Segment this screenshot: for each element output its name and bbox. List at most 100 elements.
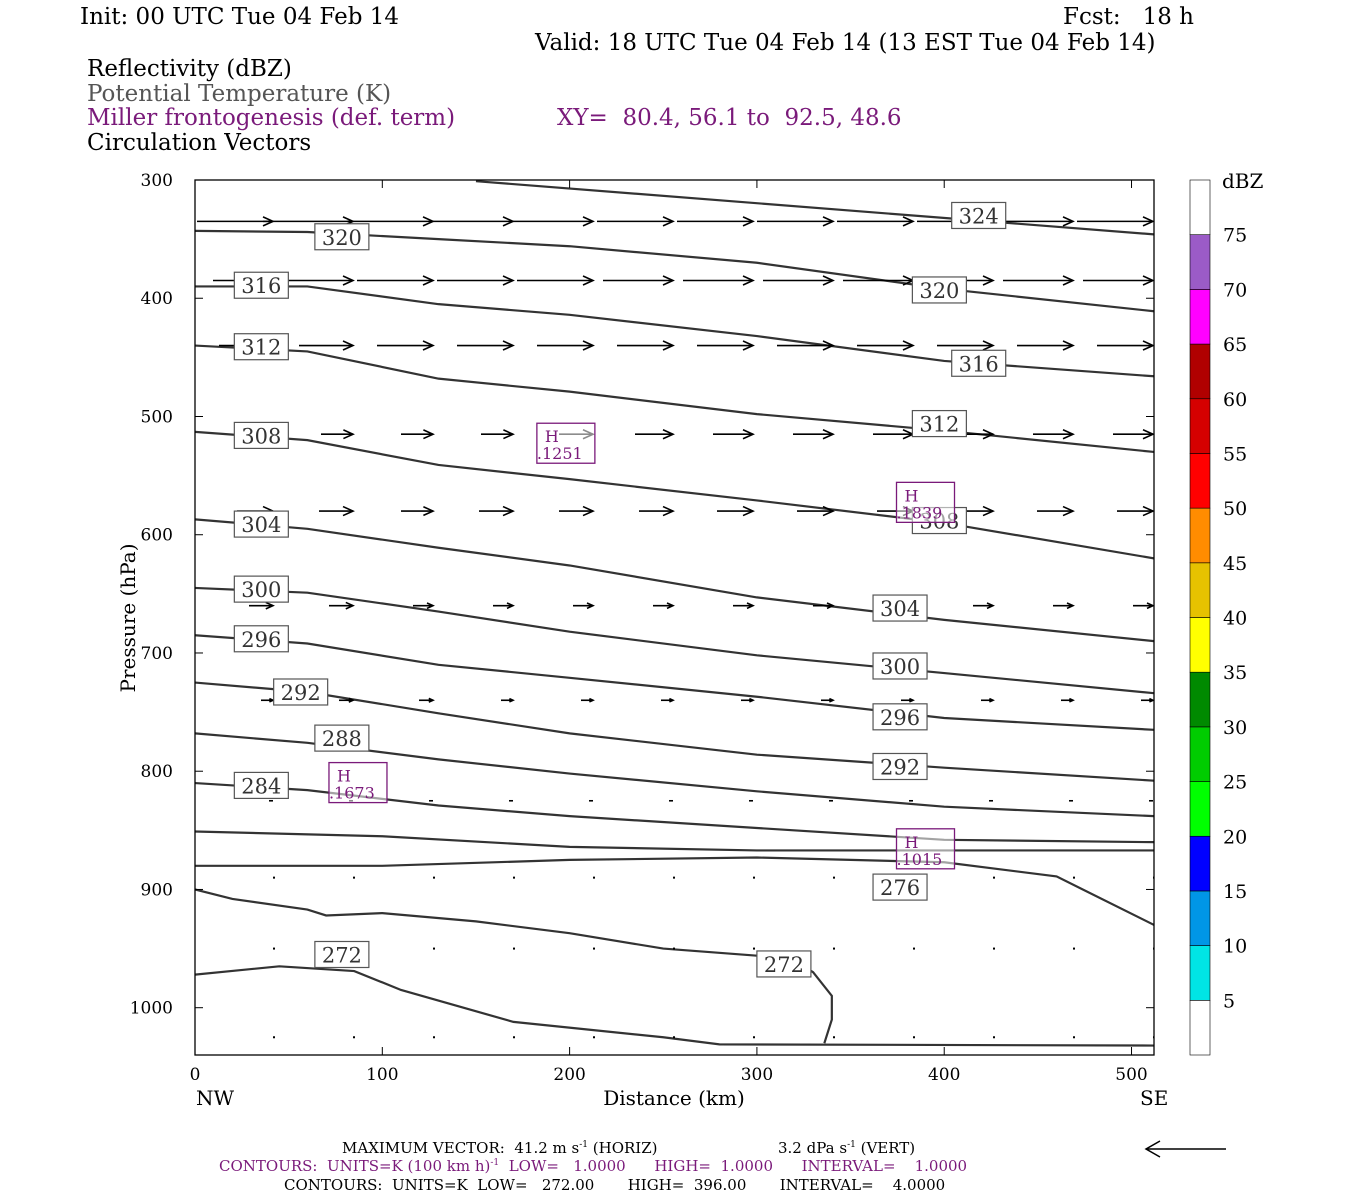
- vector-head: [742, 340, 755, 351]
- vector-head: [822, 275, 835, 286]
- vector-dot: [993, 1036, 995, 1039]
- theta-contour-info: CONTOURS: UNITS=K LOW= 272.00 HIGH= 396.…: [284, 1176, 946, 1194]
- x-tick-label: 100: [366, 1065, 398, 1085]
- colorbar-swatch: [1189, 1000, 1211, 1056]
- vector-dot: [593, 1036, 595, 1039]
- y-axis-label: Pressure (hPa): [116, 544, 140, 693]
- vector-head: [982, 340, 995, 351]
- x-tick-label: 200: [553, 1065, 585, 1085]
- vector-dot: [1073, 1036, 1075, 1039]
- isentrope-label: 324: [959, 204, 999, 228]
- vector-head: [1062, 505, 1075, 517]
- isentrope-296: [195, 634, 1154, 731]
- vector-head: [582, 340, 595, 351]
- isentrope-label: 320: [322, 226, 362, 250]
- isentrope-label: 304: [241, 513, 281, 537]
- isentrope-label-box: [911, 276, 967, 304]
- valid-time: Valid: 18 UTC Tue 04 Feb 14 (13 EST Tue …: [535, 30, 1156, 56]
- vector-dot: [913, 1036, 915, 1039]
- isentrope-label: 320: [919, 279, 959, 303]
- colorbar-swatch: [1189, 179, 1211, 235]
- vector-dot: [273, 947, 275, 950]
- frontogenesis-max-value: .1839: [897, 503, 943, 522]
- colorbar-level-label: 65: [1223, 334, 1247, 356]
- isentrope-label: 312: [919, 413, 959, 437]
- vector-dot: [433, 876, 435, 879]
- colorbar: 5 10 15 20 25 30 35 40 45 50 55 60 65 70 75: [1189, 179, 1247, 1056]
- isentrope-label: 284: [241, 774, 281, 798]
- vector-dot: [593, 947, 595, 950]
- isentrope-label-box: [233, 575, 289, 603]
- isentrope-label-box: [273, 678, 329, 706]
- isentrope-label-box: [872, 752, 928, 781]
- vector-dot: [753, 876, 755, 879]
- vector-dot: [673, 876, 675, 879]
- vector-head: [822, 428, 835, 440]
- vector-head: [502, 505, 515, 517]
- isentrope-label: 300: [880, 655, 920, 679]
- x-tick-label: 0: [190, 1065, 201, 1085]
- colorbar-swatch: [1189, 781, 1211, 837]
- isentrope-label-box: [314, 940, 370, 969]
- frontogenesis-max-value: .1015: [897, 850, 943, 869]
- isentrope-label-box: [314, 724, 370, 752]
- vector-dot: [433, 947, 435, 950]
- vector-head: [902, 340, 915, 351]
- isentrope-316: [195, 285, 1154, 378]
- isentrope-label: 316: [959, 352, 999, 376]
- isentrope-label: 312: [241, 336, 281, 360]
- vector-head: [822, 216, 835, 227]
- vector-head: [749, 697, 755, 703]
- vector-dot: [993, 876, 995, 879]
- vector-head: [909, 697, 915, 703]
- colorbar-level-label: 35: [1223, 662, 1247, 684]
- isentrope-312: [195, 344, 1154, 454]
- colorbar-level-label: 45: [1223, 553, 1247, 575]
- vector-dot: [833, 876, 835, 879]
- frontogenesis-max-symbol: H: [337, 767, 351, 786]
- vector-head: [826, 602, 835, 610]
- vector-head: [503, 429, 515, 440]
- vector-head: [426, 602, 435, 610]
- reference-vector-arrow: [1144, 1140, 1226, 1158]
- isentrope-label: 296: [880, 706, 920, 730]
- colorbar-level-label: 10: [1223, 936, 1247, 958]
- colorbar-swatch: [1189, 726, 1211, 782]
- vector-dot: [273, 876, 275, 879]
- isentrope-308: [195, 430, 1154, 560]
- vector-dot: [273, 1036, 275, 1039]
- vector-head: [822, 505, 835, 517]
- vector-head: [582, 505, 595, 517]
- forecast-hour: Fcst: 18 h: [1063, 4, 1194, 30]
- isentrope-ground: [195, 965, 1154, 1047]
- y-tick-label: 1000: [130, 999, 173, 1019]
- field-frontogenesis: Miller frontogenesis (def. term): [87, 105, 456, 131]
- isentrope-label-box: [314, 223, 370, 251]
- vector-dot: [513, 876, 515, 879]
- isentrope-324: [475, 180, 1154, 236]
- frontogenesis-max-value: .1673: [329, 784, 375, 803]
- y-tick-label: 600: [141, 526, 173, 546]
- frontogenesis-max-box: [895, 828, 956, 870]
- colorbar-swatch: [1189, 398, 1211, 454]
- vector-head: [589, 697, 595, 703]
- vector-head: [982, 505, 995, 517]
- vector-head: [1062, 275, 1075, 286]
- x-tick-label: 500: [1115, 1065, 1147, 1085]
- x-tick-label: 300: [741, 1065, 773, 1085]
- vector-head: [502, 275, 515, 286]
- vector-head: [1142, 216, 1154, 227]
- vector-head: [666, 602, 675, 610]
- vector-head: [1146, 602, 1154, 610]
- vector-head: [269, 697, 275, 703]
- vector-head: [1062, 340, 1075, 351]
- se-end-label: SE: [1140, 1086, 1168, 1110]
- vector-dot: [833, 947, 835, 950]
- frontogenesis-max-symbol: H: [905, 833, 919, 852]
- colorbar-level-label: 75: [1223, 225, 1247, 247]
- colorbar-swatch: [1189, 562, 1211, 618]
- vector-head: [989, 697, 995, 703]
- frontogenesis-max-box: [536, 422, 596, 464]
- vert-vector-info: 3.2 dPa s-1 (VERT): [778, 1139, 916, 1157]
- colorbar-swatch: [1189, 453, 1211, 509]
